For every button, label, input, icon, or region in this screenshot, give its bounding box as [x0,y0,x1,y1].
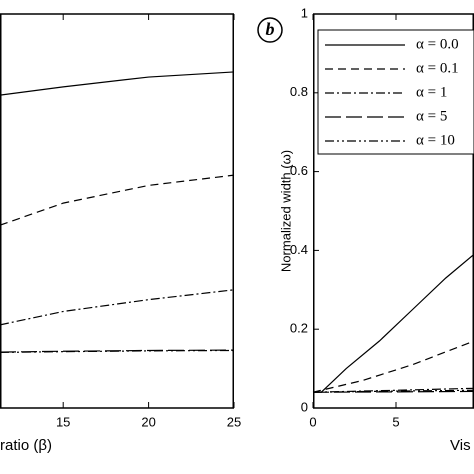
data-line [0,289,235,326]
y-tick-label: 0.8 [290,84,308,99]
y-tick-label: 1 [301,5,308,20]
legend-label: α = 0.0 [416,36,459,52]
data-line [312,389,474,393]
x-axis-label: Vis [450,437,471,454]
legend-label: α = 1 [416,84,447,100]
y-tick-label: 0.6 [290,163,308,178]
legend-box [317,29,474,155]
data-line [0,349,235,354]
x-tick-label: 0 [309,414,316,429]
x-axis-label: ratio (β) [0,437,52,454]
legend-label: α = 0.1 [416,60,459,76]
y-tick-label: 0.2 [290,321,308,336]
x-tick-label: 25 [227,414,241,429]
data-line [312,340,474,393]
plot-frame [0,13,234,409]
x-tick-label: 5 [392,414,399,429]
x-tick-label: 15 [56,414,70,429]
data-line [0,71,235,96]
legend-label: α = 10 [416,132,455,148]
data-line [0,174,235,226]
panel-label: b [266,19,275,39]
y-axis-label: Normalized width (ω) [278,150,293,272]
legend-label: α = 5 [416,108,447,124]
panel-label-circle [257,17,283,43]
y-tick-label: 0 [301,399,308,414]
plot-frame [313,13,474,409]
x-tick-label: 20 [141,414,155,429]
data-line [320,253,474,393]
y-tick-label: 0.4 [290,242,308,257]
